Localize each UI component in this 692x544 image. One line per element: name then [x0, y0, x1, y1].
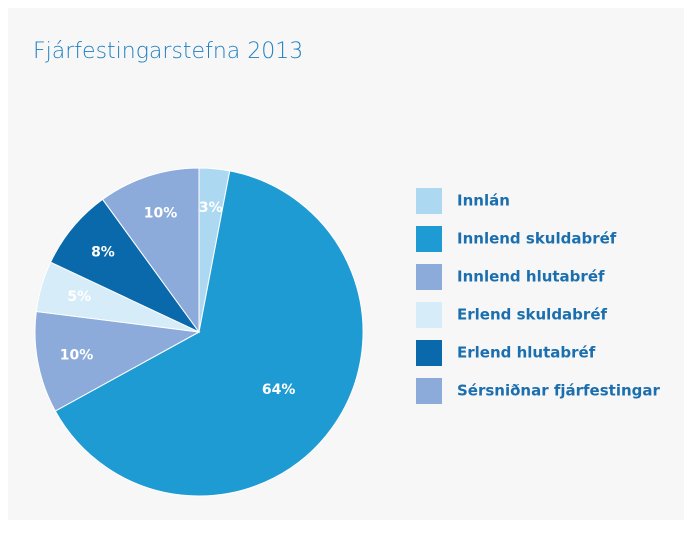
chart-title: Fjárfestingarstefna 2013: [33, 39, 303, 64]
pie-slice: [54, 170, 364, 497]
data-label: 10%: [60, 347, 94, 363]
legend-swatch: [416, 302, 442, 328]
data-label: 3%: [199, 200, 223, 216]
legend-label: Sérsniðnar fjárfestingar: [457, 382, 661, 400]
pie-slice: [34, 310, 201, 412]
data-label: 5%: [67, 289, 91, 305]
legend-label: Innlend skuldabréf: [457, 230, 617, 248]
legend-swatch: [416, 188, 442, 214]
legend-label: Innlend hlutabréf: [457, 268, 605, 286]
legend-swatch: [416, 226, 442, 252]
pie-slice: [101, 167, 200, 334]
legend-label: Erlend hlutabréf: [457, 344, 596, 362]
data-label: 10%: [144, 205, 178, 221]
data-label: 64%: [262, 382, 296, 398]
legend-label: Innlán: [457, 192, 510, 210]
legend-swatch: [416, 264, 442, 290]
data-label: 8%: [91, 245, 115, 261]
legend-label: Erlend skuldabréf: [457, 306, 607, 324]
legend-swatch: [416, 378, 442, 404]
legend-swatch: [416, 340, 442, 366]
